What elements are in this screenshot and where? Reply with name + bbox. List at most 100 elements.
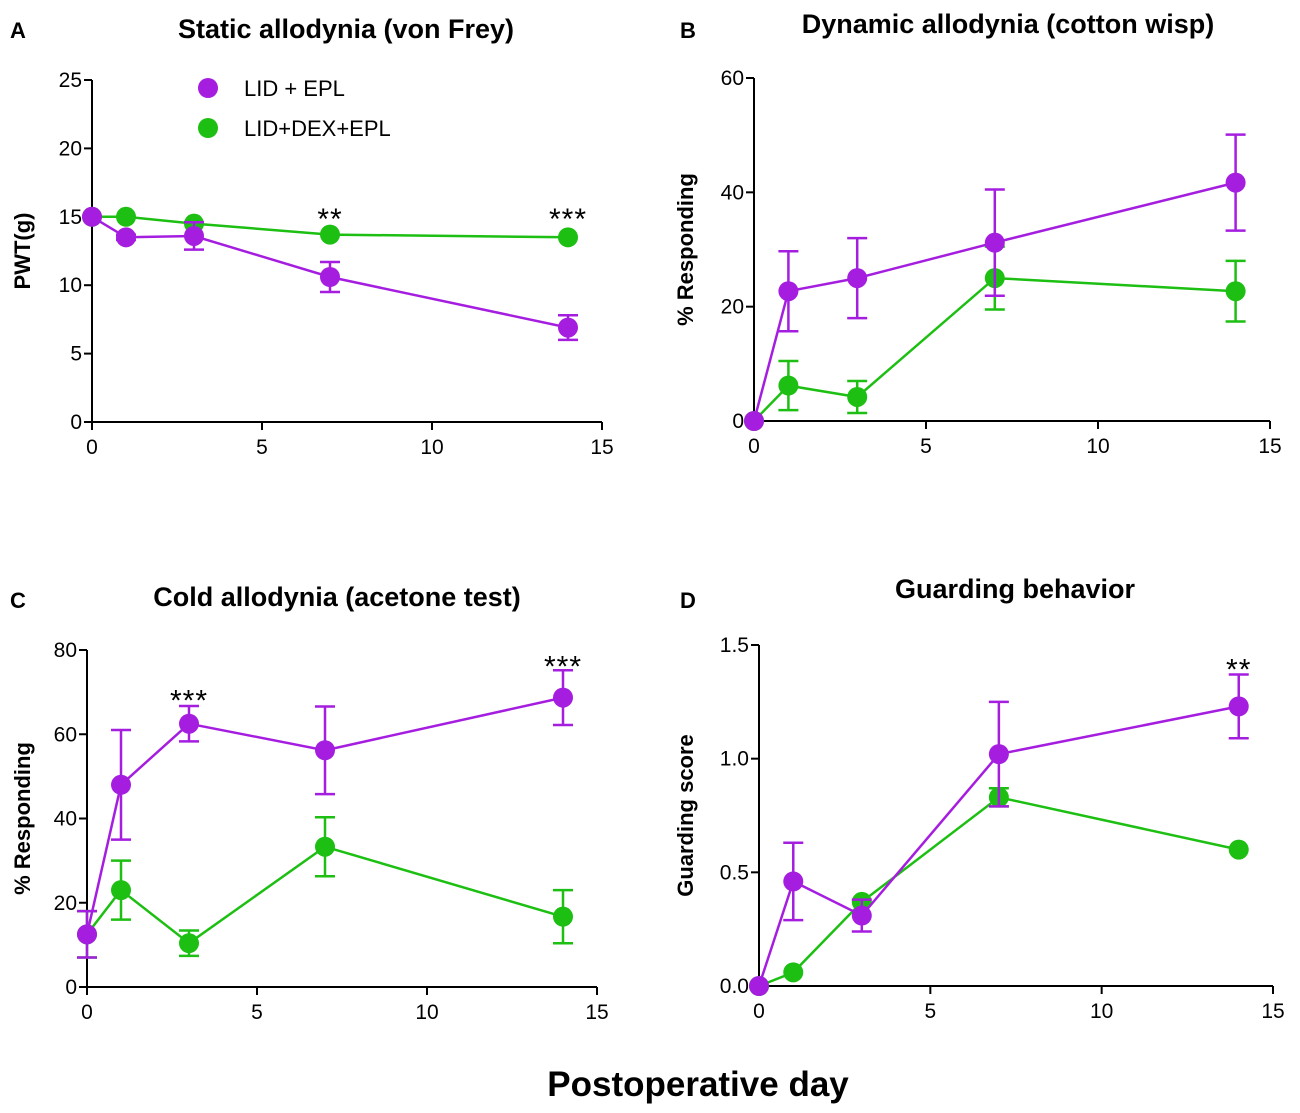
data-point xyxy=(1228,696,1249,717)
series-line xyxy=(758,795,1239,988)
series-lid-dex-epl xyxy=(749,786,1249,996)
legend-marker xyxy=(198,78,218,98)
data-point xyxy=(179,933,199,954)
y-tick-label: 60 xyxy=(721,67,744,90)
data-point xyxy=(778,375,799,396)
data-point xyxy=(749,976,769,996)
data-point xyxy=(77,924,97,945)
data-point xyxy=(1225,172,1246,193)
series-lid-epl xyxy=(82,206,578,342)
panel-b: B Dynamic allodynia (cotton wisp) 0 20 40 60 0… xyxy=(673,9,1282,458)
y-tick-label: 5 xyxy=(70,343,82,366)
significance-marker: *** xyxy=(170,684,208,717)
data-point xyxy=(111,880,131,901)
y-tick-label: 0 xyxy=(65,976,77,999)
y-tick-label: 15 xyxy=(59,206,82,229)
data-point xyxy=(988,744,1009,765)
panel-title: Cold allodynia (acetone test) xyxy=(153,582,521,612)
y-tick-label: 40 xyxy=(54,808,77,831)
significance-marker: ** xyxy=(317,203,342,236)
panel-title: Guarding behavior xyxy=(895,574,1136,604)
data-point xyxy=(111,774,131,795)
x-tick-label: 0 xyxy=(81,1001,93,1024)
y-axis-label: % Responding xyxy=(10,742,35,895)
x-tick-label: 15 xyxy=(1261,1000,1284,1023)
y-tick-label: 1.5 xyxy=(720,634,749,657)
x-tick-label: 15 xyxy=(1258,435,1281,458)
y-tick-label: 1.0 xyxy=(720,748,749,771)
data-point xyxy=(984,232,1005,253)
data-point xyxy=(558,227,578,248)
x-tick-label: 5 xyxy=(924,1000,936,1023)
legend-marker xyxy=(198,118,218,138)
y-axis-label: PWT(g) xyxy=(10,213,35,290)
y-tick-label: 0.0 xyxy=(720,975,749,998)
data-point xyxy=(1228,839,1249,860)
x-tick-label: 0 xyxy=(86,436,98,459)
x-tick-label: 15 xyxy=(585,1001,608,1024)
data-point xyxy=(558,317,578,338)
panel-letter: C xyxy=(10,588,26,613)
shared-x-axis-label: Postoperative day xyxy=(547,1065,849,1104)
y-tick-label: 20 xyxy=(54,892,77,915)
x-tick-label: 10 xyxy=(420,436,443,459)
data-point xyxy=(851,905,872,926)
y-tick-label: 60 xyxy=(54,723,77,746)
panel-title: Static allodynia (von Frey) xyxy=(178,14,514,44)
panel-c: C Cold allodynia (acetone test) 0 20 40 60 80 0… xyxy=(10,582,609,1024)
y-tick-label: 20 xyxy=(721,296,744,319)
data-point xyxy=(116,227,136,248)
data-point xyxy=(778,281,799,302)
significance-marker: ** xyxy=(1226,654,1251,687)
data-point xyxy=(320,224,340,245)
y-tick-label: 80 xyxy=(54,639,77,662)
data-point xyxy=(179,713,199,734)
series-lid-dex-epl xyxy=(77,815,573,959)
data-point xyxy=(744,411,764,431)
data-point xyxy=(847,386,868,407)
x-tick-label: 10 xyxy=(1086,435,1109,458)
legend-label: LID + EPL xyxy=(244,76,345,101)
series-lid-epl xyxy=(744,133,1246,431)
y-tick-label: 40 xyxy=(721,181,744,204)
series-lid-epl xyxy=(77,668,573,959)
y-axis-label: Guarding score xyxy=(673,734,698,897)
panel-d: D Guarding behavior 0.0 0.5 1.0 1.5 0 5 10 15 Guar… xyxy=(673,574,1285,1023)
data-point xyxy=(315,740,335,761)
x-tick-label: 0 xyxy=(748,435,760,458)
panel-a: A Static allodynia (von Frey) 0 5 10 15 20 25 0 5… xyxy=(10,14,614,459)
data-point xyxy=(315,836,335,857)
data-point xyxy=(553,687,573,708)
data-point xyxy=(553,906,573,927)
legend-label: LID+DEX+EPL xyxy=(244,116,391,141)
panel-letter: D xyxy=(680,588,696,613)
data-point xyxy=(847,268,868,289)
y-axis-label: % Responding xyxy=(673,173,698,326)
y-tick-label: 0 xyxy=(732,410,744,433)
x-tick-label: 5 xyxy=(251,1001,263,1024)
x-tick-label: 10 xyxy=(415,1001,438,1024)
data-point xyxy=(116,206,136,227)
x-tick-label: 5 xyxy=(256,436,268,459)
legend: LID + EPL LID+DEX+EPL xyxy=(198,76,391,141)
y-tick-label: 0 xyxy=(70,411,82,434)
y-tick-label: 0.5 xyxy=(720,861,749,884)
y-tick-label: 10 xyxy=(59,274,82,297)
data-point xyxy=(320,266,340,287)
significance-marker: *** xyxy=(544,651,582,684)
data-point xyxy=(1225,281,1246,302)
panel-letter: B xyxy=(680,18,696,43)
data-point xyxy=(82,206,102,227)
significance-marker: *** xyxy=(549,203,587,236)
y-tick-label: 25 xyxy=(59,69,82,92)
data-point xyxy=(184,225,204,246)
data-point xyxy=(783,962,804,983)
series-lid-epl xyxy=(749,673,1249,996)
panel-title: Dynamic allodynia (cotton wisp) xyxy=(802,9,1215,39)
x-tick-label: 0 xyxy=(753,1000,765,1023)
x-tick-label: 5 xyxy=(920,435,932,458)
panel-letter: A xyxy=(10,18,26,43)
y-tick-label: 20 xyxy=(59,137,82,160)
x-tick-label: 15 xyxy=(590,436,613,459)
